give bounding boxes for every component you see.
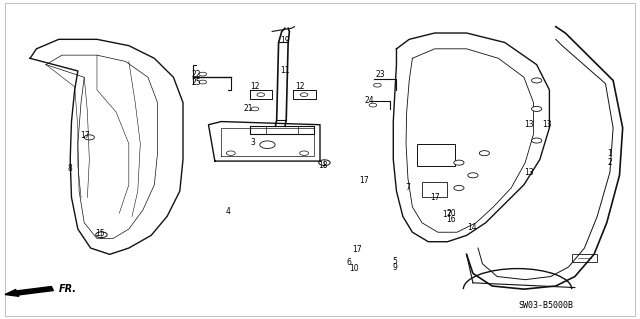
Text: 20: 20: [447, 209, 456, 218]
Text: 10: 10: [349, 264, 359, 273]
Text: 12: 12: [295, 82, 305, 91]
Circle shape: [532, 78, 541, 83]
Text: 13: 13: [542, 120, 552, 129]
Circle shape: [227, 151, 236, 155]
Text: 17: 17: [430, 193, 440, 202]
Text: 17: 17: [81, 131, 90, 140]
FancyArrow shape: [5, 286, 53, 296]
Circle shape: [369, 103, 377, 107]
Circle shape: [454, 160, 464, 165]
Circle shape: [300, 151, 308, 155]
Text: 1: 1: [607, 149, 612, 158]
Text: 14: 14: [467, 223, 476, 232]
Bar: [417, 144, 455, 166]
Circle shape: [532, 138, 541, 143]
Circle shape: [454, 185, 464, 190]
Circle shape: [260, 141, 275, 149]
Circle shape: [479, 151, 490, 156]
Text: 22: 22: [191, 70, 201, 78]
Bar: [572, 254, 597, 262]
Circle shape: [84, 135, 95, 140]
Text: 15: 15: [95, 229, 105, 238]
Text: SW03-B5000B: SW03-B5000B: [518, 301, 573, 310]
Text: 4: 4: [225, 207, 230, 216]
Text: 7: 7: [406, 183, 410, 192]
Circle shape: [199, 72, 207, 76]
Text: 24: 24: [365, 97, 374, 106]
Text: 12: 12: [250, 82, 260, 91]
Text: 23: 23: [376, 70, 385, 78]
Text: 3: 3: [251, 137, 255, 147]
Circle shape: [300, 93, 308, 97]
Text: 13: 13: [524, 168, 534, 177]
Circle shape: [251, 107, 259, 111]
Circle shape: [468, 173, 478, 178]
Text: 16: 16: [447, 215, 456, 224]
Text: 21: 21: [244, 104, 253, 113]
Text: 17: 17: [443, 210, 452, 219]
Text: FR.: FR.: [59, 284, 77, 294]
Text: 18: 18: [319, 161, 328, 170]
Circle shape: [532, 106, 541, 111]
Text: 17: 17: [359, 175, 369, 185]
Circle shape: [257, 93, 264, 97]
Text: 13: 13: [524, 120, 534, 129]
Text: 11: 11: [280, 66, 290, 76]
Text: 2: 2: [607, 158, 612, 167]
Circle shape: [319, 160, 330, 166]
Circle shape: [96, 232, 107, 238]
Circle shape: [374, 83, 381, 87]
Text: 19: 19: [280, 36, 290, 45]
Text: 8: 8: [68, 165, 72, 174]
Text: 5: 5: [393, 257, 397, 266]
Circle shape: [199, 80, 207, 84]
Text: 17: 17: [352, 245, 362, 254]
Text: 25: 25: [191, 78, 201, 86]
Bar: [422, 182, 447, 197]
Text: 9: 9: [393, 263, 397, 272]
Text: 6: 6: [346, 258, 351, 267]
